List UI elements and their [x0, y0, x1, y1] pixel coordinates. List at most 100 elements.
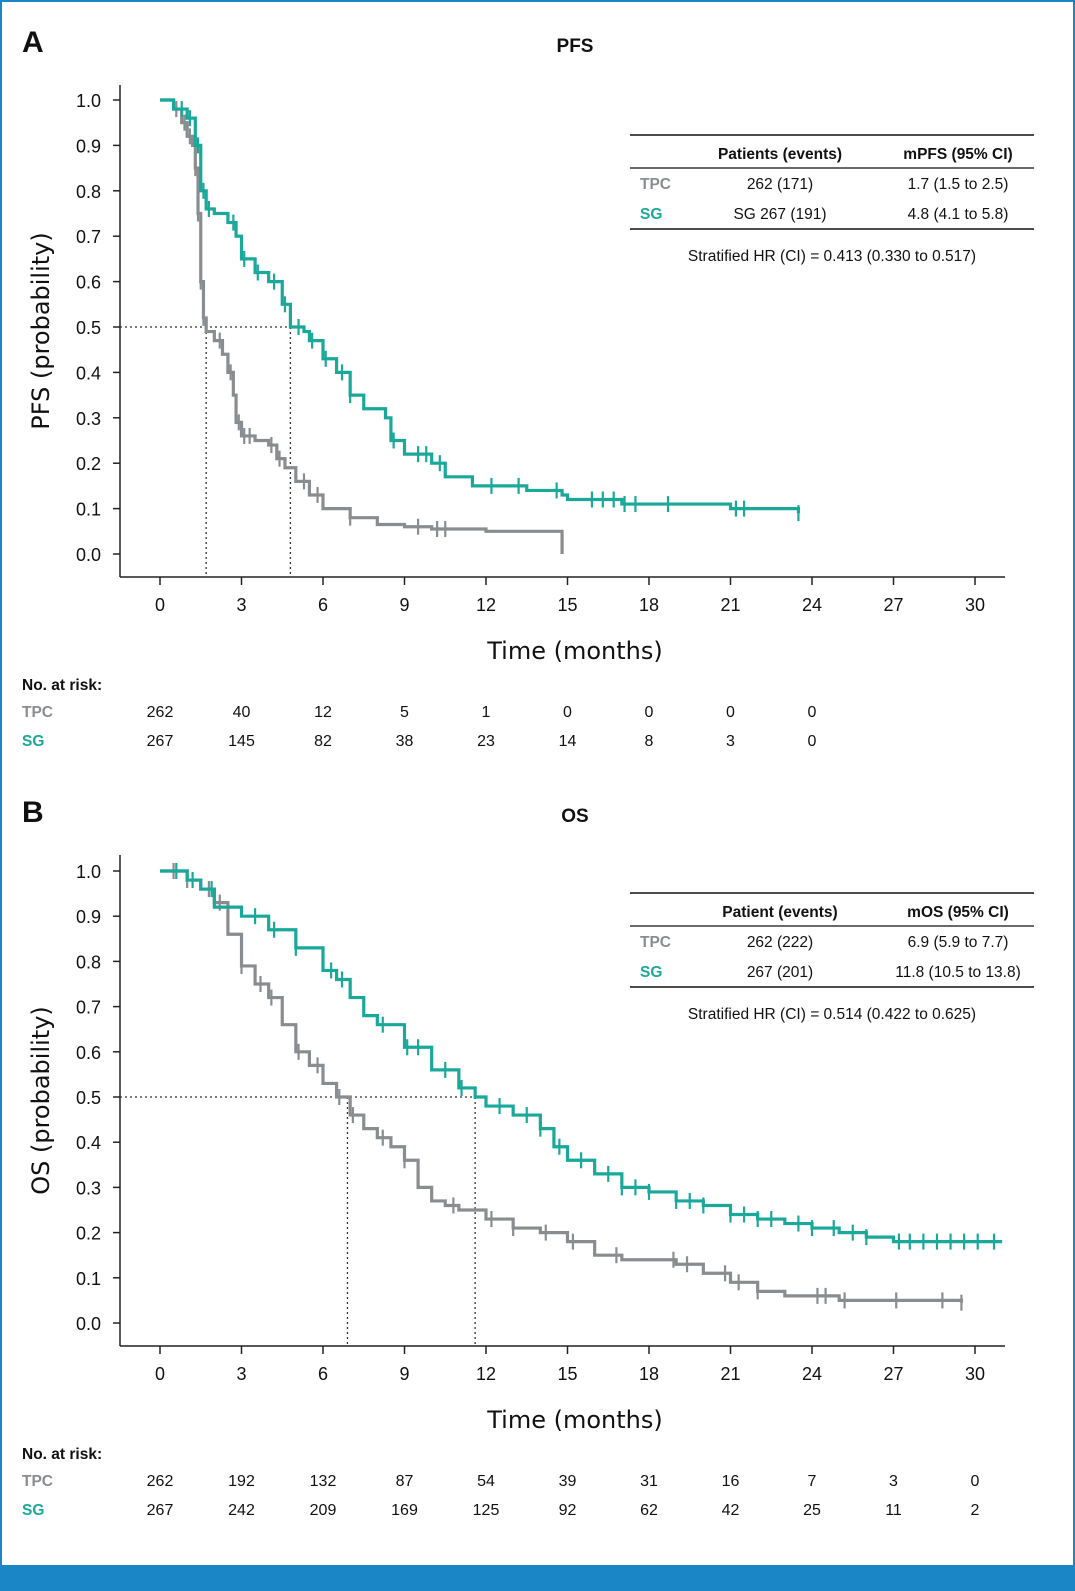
y-tick-label: 0.7 [76, 227, 101, 247]
at-risk-value: 0 [726, 704, 735, 721]
legend-row-patients: 267 (201) [747, 964, 813, 981]
at-risk-value: 42 [722, 1502, 740, 1519]
at-risk-group-label: TPC [22, 704, 53, 721]
at-risk-value: 12 [314, 704, 332, 721]
x-tick-label: 15 [557, 1364, 577, 1384]
y-tick-label: 0.5 [76, 1088, 101, 1108]
at-risk-value: 169 [391, 1502, 418, 1519]
at-risk-value: 25 [803, 1502, 821, 1519]
legend-row-label: SG [640, 206, 662, 223]
x-tick-label: 15 [557, 595, 577, 615]
at-risk-value: 0 [645, 704, 654, 721]
y-tick-label: 0.9 [76, 907, 101, 927]
x-tick-label: 27 [883, 1364, 903, 1384]
at-risk-group-label: TPC [22, 1473, 53, 1490]
y-tick-label: 0.4 [76, 1133, 101, 1153]
at-risk-value: 7 [808, 1473, 817, 1490]
y-tick-label: 0.4 [76, 363, 101, 383]
y-tick-label: 0.2 [76, 454, 101, 474]
at-risk-value: 11 [885, 1502, 902, 1519]
y-tick-label: 0.3 [76, 409, 101, 429]
y-tick-label: 1.0 [76, 91, 101, 111]
at-risk-value: 40 [233, 704, 251, 721]
x-axis-label: Time (months) [486, 1406, 663, 1434]
y-tick-label: 0.6 [76, 1043, 101, 1063]
curve-tpc [160, 869, 964, 1303]
x-tick-label: 12 [476, 595, 496, 615]
x-tick-label: 6 [318, 1364, 328, 1384]
at-risk-value: 62 [640, 1502, 658, 1519]
legend-row-median: 6.9 (5.9 to 7.7) [908, 934, 1009, 951]
at-risk-value: 209 [310, 1502, 337, 1519]
at-risk-value: 3 [889, 1473, 898, 1490]
legend-hazard-ratio: Stratified HR (CI) = 0.413 (0.330 to 0.5… [688, 248, 976, 265]
y-tick-label: 0.8 [76, 952, 101, 972]
chart-title: OS [561, 806, 588, 827]
y-tick-label: 0.7 [76, 998, 101, 1018]
at-risk-value: 82 [314, 733, 332, 750]
y-tick-label: 0.6 [76, 273, 101, 293]
y-tick-label: 0.3 [76, 1178, 101, 1198]
y-axis-label: PFS (probability) [27, 232, 55, 430]
y-tick-label: 0.0 [76, 545, 101, 565]
x-tick-label: 30 [965, 1364, 985, 1384]
at-risk-value: 262 [147, 704, 174, 721]
x-tick-label: 3 [236, 595, 246, 615]
legend-row-label: SG [640, 964, 662, 981]
x-tick-label: 21 [720, 1364, 740, 1384]
legend-row-median: 1.7 (1.5 to 2.5) [908, 176, 1009, 193]
bottom-bar [0, 1565, 1075, 1591]
x-tick-label: 30 [965, 595, 985, 615]
y-tick-label: 0.5 [76, 318, 101, 338]
at-risk-value: 242 [228, 1502, 255, 1519]
x-tick-label: 24 [802, 595, 822, 615]
x-tick-label: 27 [883, 595, 903, 615]
at-risk-value: 8 [645, 733, 654, 750]
at-risk-value: 31 [640, 1473, 658, 1490]
y-tick-label: 0.1 [76, 1269, 101, 1289]
x-tick-label: 0 [155, 1364, 165, 1384]
x-tick-label: 24 [802, 1364, 822, 1384]
at-risk-group-label: SG [22, 1502, 44, 1519]
x-tick-label: 21 [720, 595, 740, 615]
y-tick-label: 0.8 [76, 182, 101, 202]
at-risk-value: 3 [726, 733, 735, 750]
y-axis-label: OS (probability) [27, 1006, 55, 1195]
legend-row-median: 4.8 (4.1 to 5.8) [908, 206, 1009, 223]
at-risk-value: 1 [482, 704, 491, 721]
at-risk-value: 192 [228, 1473, 255, 1490]
panel-letter: B [22, 796, 44, 829]
legend-row-patients: SG 267 (191) [733, 206, 826, 223]
at-risk-value: 16 [722, 1473, 740, 1490]
x-axis-label: Time (months) [486, 637, 663, 665]
panel-b: B OS 0.0 0.1 0.2 0.3 0.4 0.5 0.6 0.7 0.8 0.9 1.0 0 3 6 9… [22, 796, 1034, 1519]
at-risk-value: 92 [559, 1502, 577, 1519]
at-risk-value: 125 [473, 1502, 500, 1519]
curve-sg [160, 98, 801, 514]
curve-tpc [160, 98, 564, 554]
x-tick-label: 9 [399, 595, 409, 615]
at-risk-value: 87 [396, 1473, 414, 1490]
y-tick-label: 0.2 [76, 1224, 101, 1244]
at-risk-value: 14 [559, 733, 577, 750]
legend-row-label: TPC [640, 176, 671, 193]
legend-hazard-ratio: Stratified HR (CI) = 0.514 (0.422 to 0.6… [688, 1006, 976, 1023]
at-risk-value: 5 [400, 704, 409, 721]
at-risk-value: 132 [310, 1473, 337, 1490]
y-tick-label: 0.9 [76, 136, 101, 156]
at-risk-value: 0 [808, 704, 817, 721]
at-risk-value: 262 [147, 1473, 174, 1490]
at-risk-value: 0 [808, 733, 817, 750]
x-tick-label: 6 [318, 595, 328, 615]
y-tick-label: 0.1 [76, 500, 101, 520]
at-risk-title: No. at risk: [22, 677, 102, 694]
panel-letter: A [22, 26, 44, 59]
at-risk-value: 145 [228, 733, 255, 750]
legend-row-patients: 262 (222) [747, 934, 813, 951]
at-risk-value: 54 [477, 1473, 495, 1490]
panel-a: A PFS 0.0 0.1 0.2 0.3 0.4 0.5 0.6 0.7 0.8 0.9 1.0 0 3 6… [22, 26, 1034, 750]
legend-col-patients: Patient (events) [722, 904, 837, 921]
legend-row-median: 11.8 (10.5 to 13.8) [895, 964, 1021, 981]
